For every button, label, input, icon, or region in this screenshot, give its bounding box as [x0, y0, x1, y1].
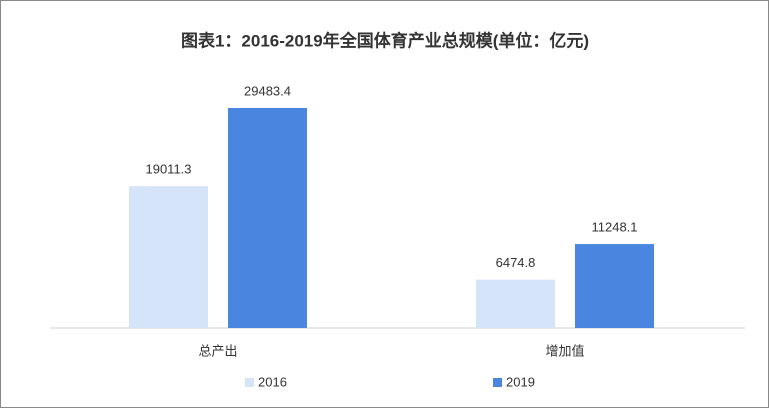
- data-label: 11248.1: [591, 220, 637, 235]
- data-label: 29483.4: [244, 83, 291, 98]
- legend-label: 2016: [258, 374, 287, 389]
- legend-swatch: [245, 378, 254, 387]
- data-label: 6474.8: [496, 255, 536, 270]
- data-label: 19011.3: [145, 162, 191, 177]
- bar: [476, 279, 555, 328]
- legend-swatch: [493, 378, 502, 387]
- bar: [129, 186, 208, 328]
- chart-title: 图表1：2016-2019年全国体育产业总规模(单位：亿元): [181, 30, 589, 50]
- x-tick-label: 增加值: [545, 343, 584, 358]
- legend-label: 2019: [506, 374, 535, 389]
- bar: [228, 108, 307, 328]
- bar: [575, 244, 654, 328]
- x-tick-label: 总产出: [198, 343, 237, 358]
